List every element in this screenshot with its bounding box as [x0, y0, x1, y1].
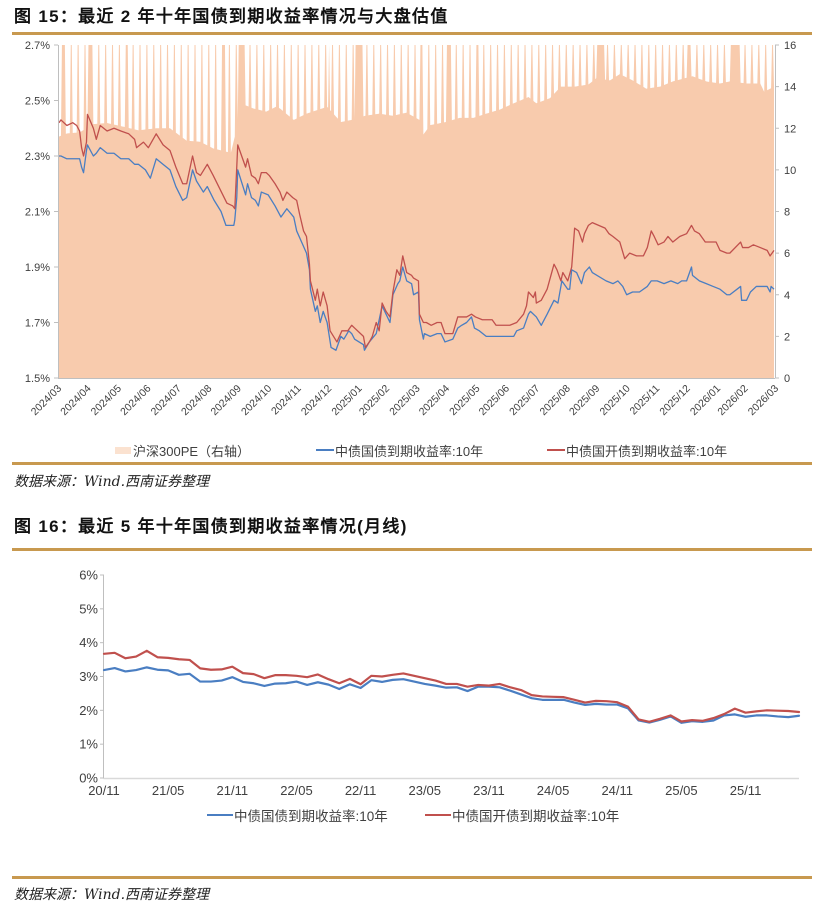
x-tick-label: 2025/05 [447, 383, 482, 418]
csi300-pe-area [58, 45, 775, 378]
legend-swatch-area [115, 446, 131, 454]
x-tick-label: 2025/04 [417, 383, 452, 418]
y-left-tick-label: 1.9% [25, 262, 50, 274]
x-tick-label: 2025/03 [387, 383, 422, 418]
x-tick-label: 2024/04 [58, 383, 93, 418]
figure-16-source: 数据来源：Wind.西南证券整理 [14, 887, 210, 903]
figure-16-title: 图 16：最近 5 年十年国债到期收益率情况(月线) [14, 517, 408, 536]
y-right-tick-label: 10 [784, 165, 796, 177]
y-tick-label: 6% [79, 568, 98, 583]
y-left-tick-label: 1.5% [25, 373, 50, 385]
y-right-tick-label: 0 [784, 373, 790, 385]
x-tick-label: 2025/08 [538, 383, 573, 418]
y-left-tick-label: 1.7% [25, 318, 50, 330]
x-tick-label: 2025/12 [657, 383, 692, 418]
legend-item-csi300-pe: 沪深300PE（右轴） [115, 442, 251, 459]
legend-label-cdb-10y: 中债国开债到期收益率:10年 [566, 443, 728, 459]
figure-15-title: 图 15：最近 2 年十年国债到期收益率情况与大盘估值 [14, 7, 449, 26]
y-left-tick-label: 2.7% [25, 40, 50, 52]
series-line-cgb-10y [58, 144, 775, 351]
y-right-tick-label: 4 [784, 290, 790, 302]
x-tick-label: 2025/10 [597, 383, 632, 418]
legend-label-cdb-10y-monthly: 中债国开债到期收益率:10年 [452, 809, 620, 824]
figure-15-source: 数据来源：Wind.西南证券整理 [14, 474, 210, 490]
x-tick-label: 21/05 [152, 783, 185, 798]
series-line-cdb-10y [58, 113, 775, 349]
legend-label-csi300-pe: 沪深300PE（右轴） [133, 443, 251, 459]
y-left-tick-label: 2.1% [25, 207, 50, 219]
x-tick-label: 2024/05 [89, 383, 124, 418]
legend-item-cdb-10y-monthly: 中债国开债到期收益率:10年 [425, 807, 620, 824]
x-tick-label: 2024/03 [29, 383, 64, 418]
x-tick-label: 25/05 [665, 783, 698, 798]
x-tick-label: 2026/02 [715, 383, 750, 418]
y-tick-label: 0% [79, 771, 98, 786]
chart-figure-16: 0% 1% 2% 3% 4% 5% 6% 20/11 21/05 21/11 22/05 22/11 2… [79, 568, 801, 798]
y-tick-label: 1% [79, 737, 98, 752]
x-tick-label: 2024/07 [149, 383, 184, 418]
legend-line-swatch [207, 814, 233, 816]
x-tick-label: 22/11 [345, 783, 377, 798]
legend-line-swatch [316, 449, 334, 451]
x-tick-label: 24/11 [601, 783, 633, 798]
x-tick-label: 2025/11 [627, 383, 662, 418]
x-tick-label: 24/05 [537, 783, 570, 798]
y-right-tick-label: 8 [784, 207, 790, 219]
x-tick-label: 2025/07 [507, 383, 542, 418]
chart-figure-15: 1.5% 1.7% 1.9% 2.1% 2.3% 2.5% 2.7% 0 2 4 6 8 10 12 14 1… [25, 40, 796, 418]
x-tick-label: 23/11 [473, 783, 505, 798]
legend-item-cgb-10y-monthly: 中债国债到期收益率:10年 [207, 807, 388, 824]
x-tick-label: 2024/10 [239, 383, 274, 418]
series-line-cgb-10y-monthly [102, 666, 801, 724]
x-tick-label: 22/05 [280, 783, 313, 798]
x-tick-label: 2025/02 [357, 383, 392, 418]
y-tick-label: 5% [79, 601, 98, 616]
x-tick-label: 2025/09 [567, 383, 602, 418]
figure-16-bottom-rule [12, 876, 812, 879]
y-right-tick-label: 2 [784, 331, 790, 343]
y-tick-label: 4% [79, 635, 98, 650]
legend-item-cgb-10y: 中债国债到期收益率:10年 [316, 442, 484, 459]
y-left-tick-label: 2.5% [25, 96, 50, 108]
series-line-cdb-10y-monthly [102, 649, 801, 723]
x-tick-label: 2026/03 [746, 383, 781, 418]
x-tick-label: 2024/06 [118, 383, 153, 418]
x-tick-label: 21/11 [217, 783, 249, 798]
y-right-tick-label: 12 [784, 123, 796, 135]
x-tick-label: 2024/12 [299, 383, 334, 418]
x-tick-label: 23/05 [408, 783, 441, 798]
legend-line-swatch [547, 449, 565, 451]
figure-16-title-rule [12, 548, 812, 551]
x-tick-label: 2024/08 [179, 383, 214, 418]
figure-15-bottom-rule [12, 462, 812, 465]
y-right-tick-label: 6 [784, 248, 790, 260]
x-tick-label: 20/11 [88, 783, 120, 798]
x-tick-label: 25/11 [730, 783, 762, 798]
y-right-tick-label: 16 [784, 40, 796, 52]
legend-line-swatch [425, 814, 451, 816]
figure-15-title-rule [12, 32, 812, 35]
legend-label-cgb-10y-monthly: 中债国债到期收益率:10年 [234, 809, 388, 824]
legend-label-cgb-10y: 中债国债到期收益率:10年 [335, 443, 484, 459]
y-left-tick-label: 2.3% [25, 151, 50, 163]
y-tick-label: 3% [79, 669, 98, 684]
x-tick-label: 2024/11 [269, 383, 304, 418]
y-tick-label: 2% [79, 703, 98, 718]
x-tick-label: 2024/09 [209, 383, 244, 418]
x-tick-label: 2025/06 [477, 383, 512, 418]
y-right-tick-label: 14 [784, 82, 796, 94]
legend-item-cdb-10y: 中债国开债到期收益率:10年 [547, 442, 728, 459]
